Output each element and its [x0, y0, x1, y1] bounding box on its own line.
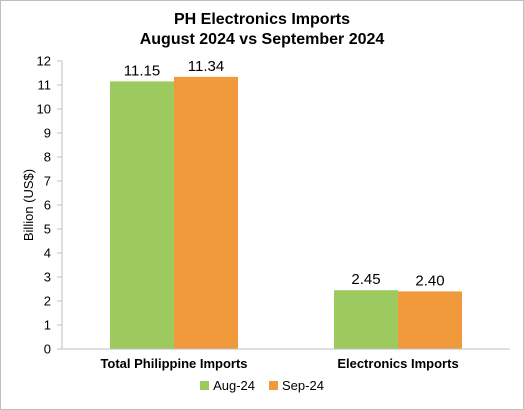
- bar-sep-24-1: [174, 76, 238, 349]
- bar-aug-24-2: [334, 290, 398, 349]
- legend-item-sep-24: Sep-24: [269, 378, 324, 393]
- y-tick-label: 12: [37, 54, 51, 69]
- legend-label-aug-24: Aug-24: [213, 378, 255, 393]
- y-tick-label: 10: [37, 102, 51, 117]
- y-tick-label: 11: [38, 78, 52, 93]
- y-tick-label: 8: [44, 150, 51, 165]
- data-label-sep-24-1: 11.34: [188, 58, 224, 75]
- y-tick-label: 3: [44, 270, 51, 285]
- y-tick-label: 1: [44, 318, 51, 333]
- y-tick-label: 2: [44, 294, 51, 309]
- y-tick-label: 7: [44, 174, 51, 189]
- data-label-sep-24-2: 2.40: [415, 272, 444, 289]
- legend-label-sep-24: Sep-24: [282, 378, 324, 393]
- y-tick-label: 5: [44, 222, 51, 237]
- legend-swatch-sep-24: [269, 381, 278, 390]
- x-category-label: Electronics Imports: [337, 356, 458, 371]
- x-category-label: Total Philippine Imports: [100, 356, 247, 371]
- y-axis-title: Billion (US$): [21, 169, 36, 241]
- data-label-aug-24-2: 2.45: [351, 271, 380, 288]
- bar-sep-24-2: [398, 291, 462, 349]
- bar-aug-24-1: [110, 81, 174, 350]
- y-tick-label: 6: [44, 198, 51, 213]
- chart-title: PH Electronics Imports: [173, 11, 351, 28]
- legend-swatch-aug-24: [200, 381, 210, 390]
- data-label-aug-24-1: 11.15: [124, 62, 160, 79]
- chart-subtitle: August 2024 vs September 2024: [139, 31, 385, 48]
- y-tick-label: 9: [44, 126, 51, 141]
- legend-item-aug-24: Aug-24: [200, 378, 255, 393]
- legend: Aug-24 Sep-24: [0, 378, 524, 393]
- y-tick-label: 0: [44, 342, 51, 357]
- y-tick-label: 4: [44, 246, 51, 261]
